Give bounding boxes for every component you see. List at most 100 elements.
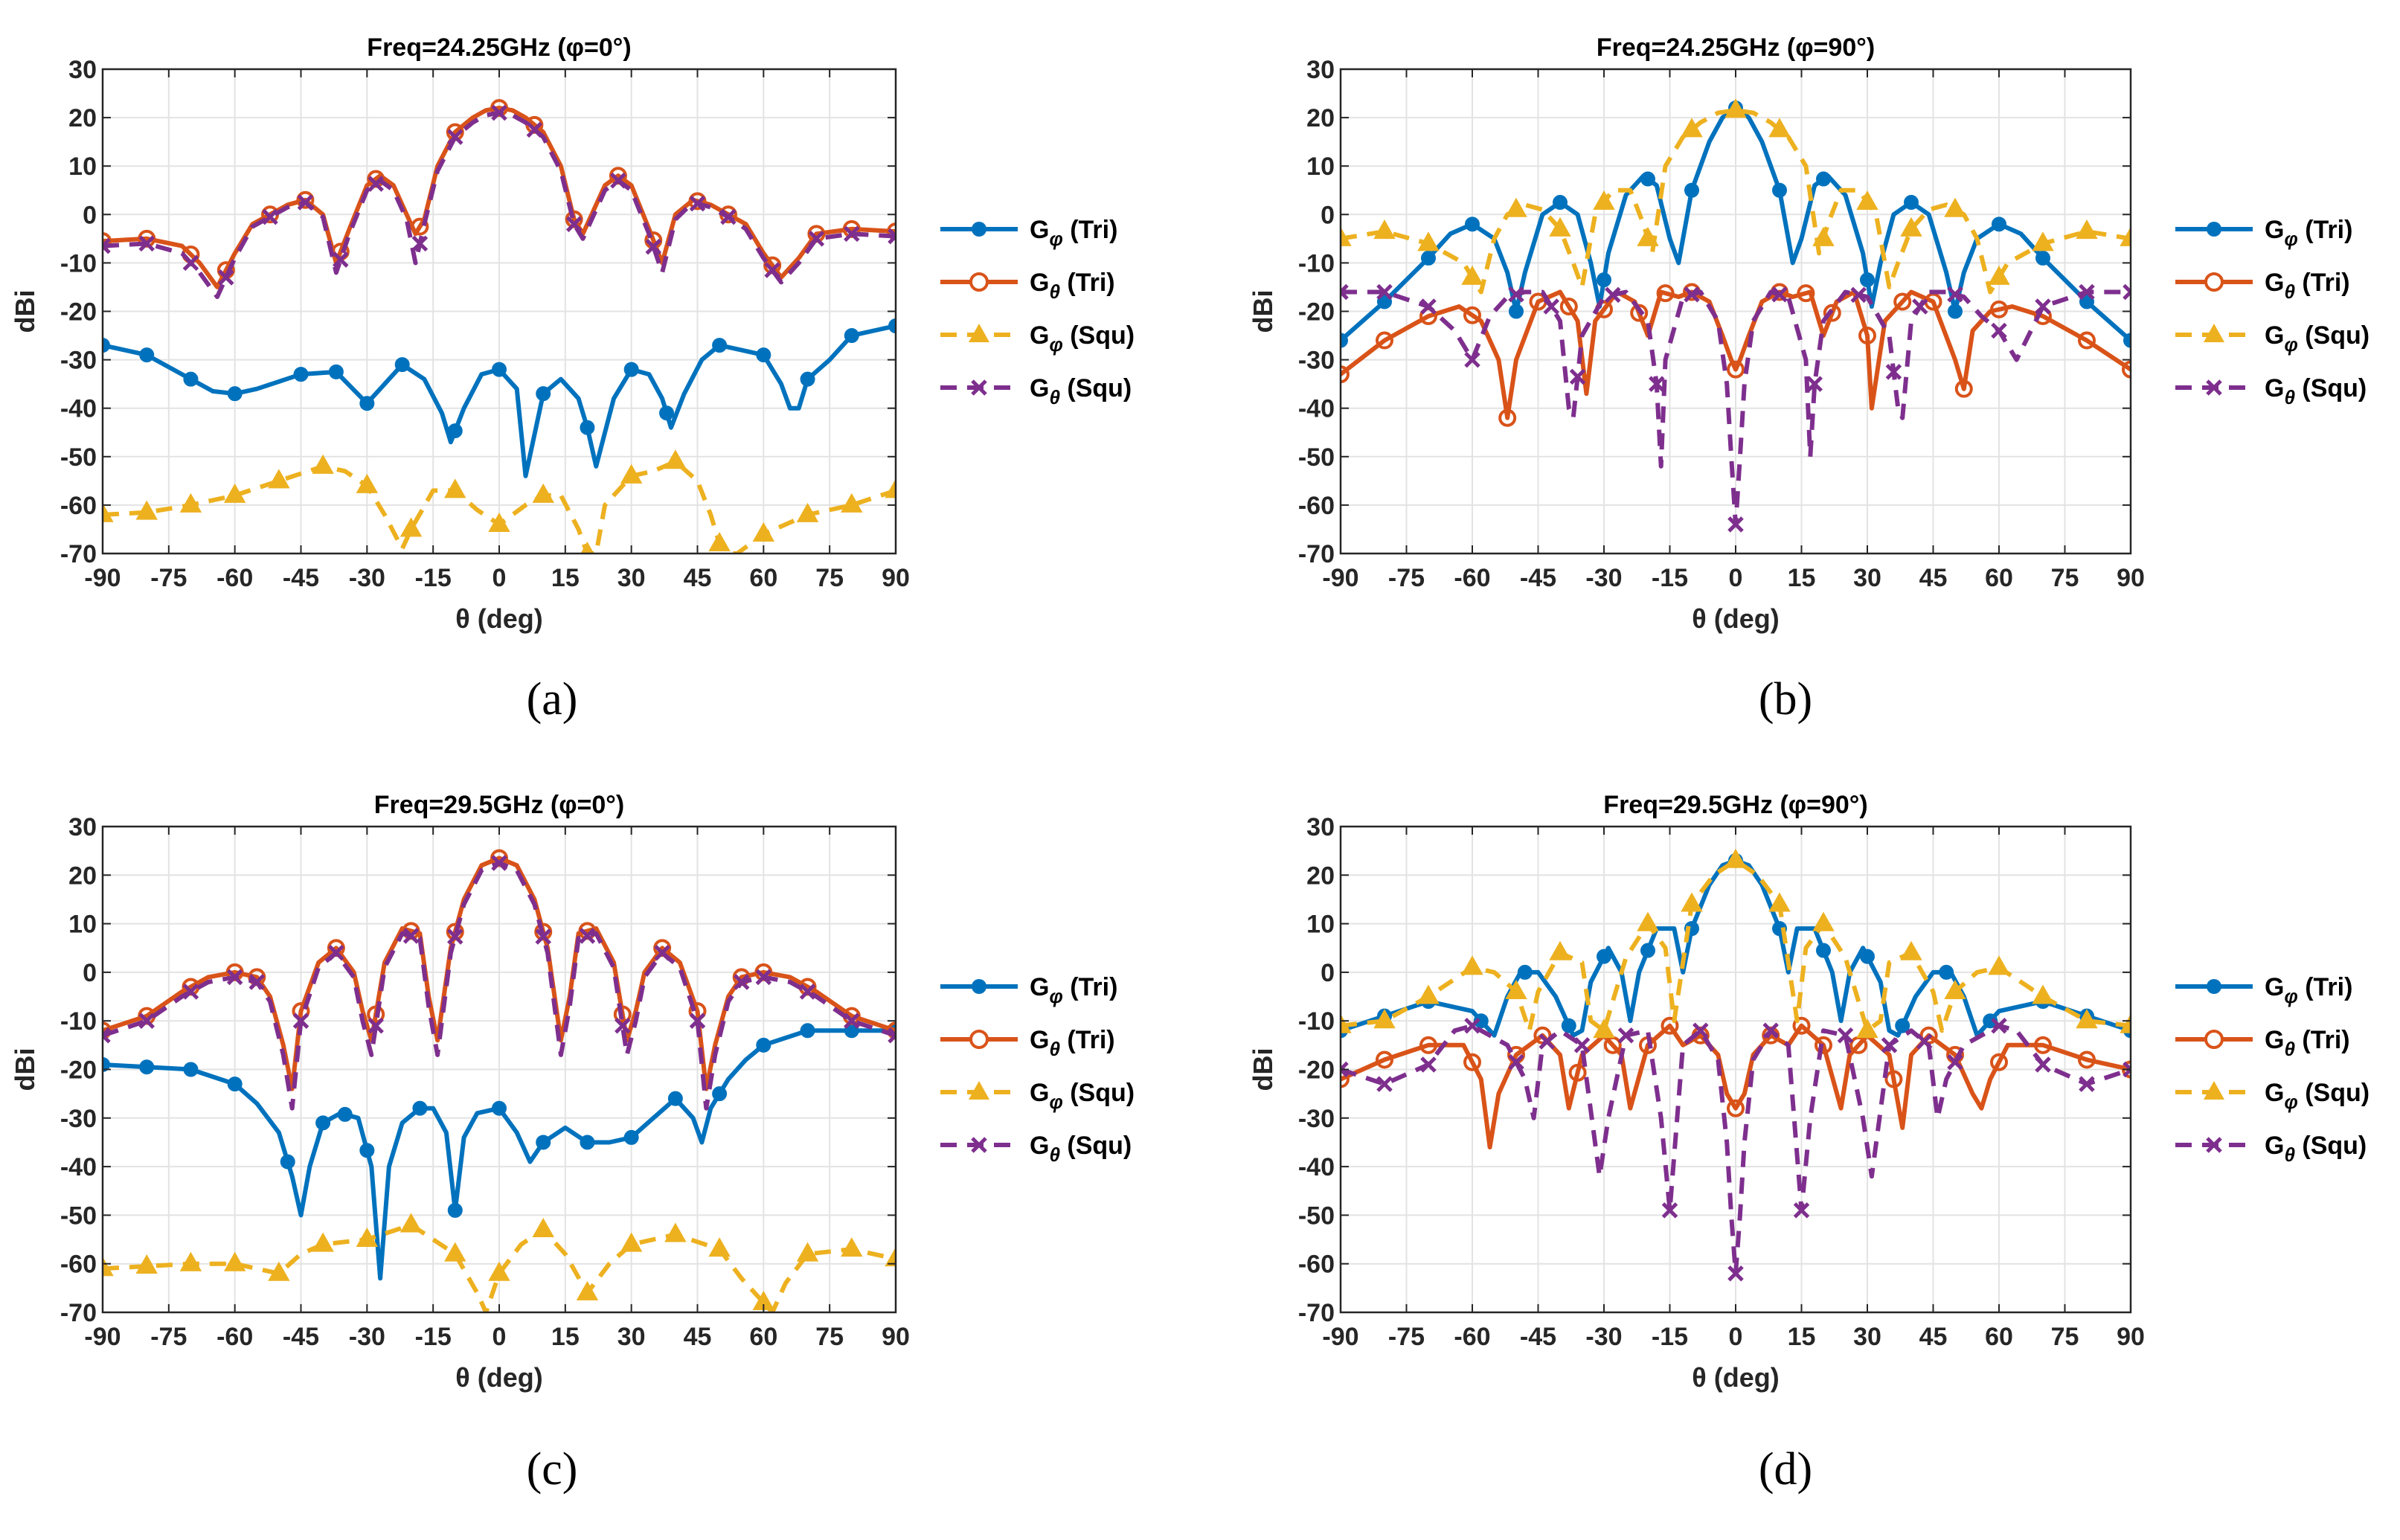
legend-label-sub: θ bbox=[1049, 1143, 1060, 1166]
legend-label-suffix: (Squ) bbox=[2298, 1079, 2369, 1107]
legend-marker bbox=[2204, 324, 2224, 342]
series-marker-0 bbox=[103, 338, 110, 353]
x-tick-label: 45 bbox=[1919, 564, 1948, 592]
series-marker-0 bbox=[1983, 1013, 1998, 1029]
legend-marker bbox=[2206, 1137, 2222, 1153]
series-marker-2 bbox=[620, 1232, 643, 1252]
series-line-2 bbox=[103, 1222, 896, 1312]
legend-marker bbox=[2207, 222, 2221, 237]
legend-label-main: G bbox=[2265, 1079, 2284, 1107]
y-tick-label: -60 bbox=[60, 1251, 97, 1279]
series-marker-3 bbox=[1543, 298, 1559, 315]
series-marker-2 bbox=[1681, 892, 1703, 912]
y-tick-label: 0 bbox=[1321, 959, 1335, 987]
legend-label-main: G bbox=[1030, 321, 1049, 350]
series-marker-0 bbox=[623, 1129, 639, 1145]
series-marker-3 bbox=[411, 235, 429, 252]
series-marker-2 bbox=[708, 1237, 731, 1257]
series-marker-3 bbox=[645, 238, 662, 255]
series-marker-0 bbox=[359, 1143, 375, 1158]
legend-item: Gθ (Tri) bbox=[940, 1026, 1115, 1060]
series-marker-0 bbox=[280, 1154, 295, 1170]
series-marker-2 bbox=[356, 1228, 379, 1248]
legend-label-main: G bbox=[2265, 216, 2284, 244]
series-marker-3 bbox=[292, 1013, 309, 1029]
series-marker-3 bbox=[2123, 283, 2131, 301]
series-marker-3 bbox=[1684, 286, 1700, 303]
legend-item: Gφ (Squ) bbox=[2175, 1079, 2369, 1113]
series-marker-3 bbox=[1727, 1265, 1744, 1282]
x-tick-label: 0 bbox=[1729, 564, 1743, 592]
series-marker-0 bbox=[183, 1062, 199, 1077]
legend-label-sub: θ bbox=[1049, 386, 1060, 408]
x-tick-label: 90 bbox=[882, 1323, 910, 1351]
series-marker-2 bbox=[400, 517, 423, 537]
legend-label-sub: φ bbox=[2284, 1091, 2297, 1113]
series-marker-2 bbox=[356, 473, 379, 493]
legend-marker bbox=[972, 222, 986, 237]
y-tick-label: -60 bbox=[1298, 492, 1335, 520]
series-marker-0 bbox=[667, 1091, 683, 1106]
series-marker-0 bbox=[1465, 216, 1480, 232]
series-marker-1 bbox=[2122, 360, 2131, 379]
legend-marker bbox=[2206, 379, 2222, 396]
series-marker-3 bbox=[1885, 364, 1902, 380]
y-tick-label: -70 bbox=[1298, 1299, 1335, 1327]
series-marker-2 bbox=[488, 512, 510, 532]
legend-label-main: G bbox=[1030, 1132, 1049, 1160]
legend-marker bbox=[969, 324, 989, 342]
series-marker-2 bbox=[1988, 955, 2010, 975]
series-marker-1 bbox=[1954, 379, 1973, 398]
series-marker-1 bbox=[1727, 1099, 1745, 1117]
y-tick-label: 30 bbox=[68, 56, 97, 84]
series-marker-3 bbox=[103, 1027, 111, 1044]
series-marker-3 bbox=[844, 225, 860, 243]
series-marker-3 bbox=[1850, 286, 1867, 304]
series-marker-0 bbox=[337, 1106, 353, 1122]
series-marker-3 bbox=[1464, 1017, 1480, 1034]
series-marker-3 bbox=[2035, 298, 2051, 315]
series-marker-2 bbox=[1900, 216, 1922, 237]
series-marker-0 bbox=[659, 405, 675, 421]
series-marker-2 bbox=[223, 483, 246, 503]
legend-label-main: G bbox=[2265, 269, 2284, 297]
series-marker-2 bbox=[664, 449, 687, 469]
y-tick-label: -70 bbox=[60, 540, 97, 568]
x-tick-label: -60 bbox=[1454, 1323, 1490, 1351]
panel-caption: (b) bbox=[1759, 674, 1812, 725]
series-marker-3 bbox=[733, 974, 750, 990]
series-marker-0 bbox=[1816, 171, 1831, 187]
legend-marker bbox=[2204, 1030, 2224, 1049]
x-tick-label: 15 bbox=[551, 1323, 580, 1351]
series-marker-1 bbox=[613, 1005, 632, 1024]
series-marker-0 bbox=[712, 338, 728, 353]
series-marker-3 bbox=[1762, 1022, 1779, 1039]
data-area bbox=[103, 849, 896, 1312]
panel-d: -90 -75 -60 -45 -30 -15 0 15 30 45 60 75 90 -70 -60 -50… bbox=[1248, 791, 2369, 1495]
legend-marker bbox=[971, 379, 987, 396]
y-tick-label: -20 bbox=[60, 298, 97, 327]
series-marker-2 bbox=[1812, 911, 1835, 931]
x-tick-label: 75 bbox=[2051, 564, 2079, 592]
x-tick-label: -15 bbox=[415, 1323, 452, 1351]
series-marker-0 bbox=[800, 1023, 815, 1039]
x-tick-label: 45 bbox=[1919, 1323, 1948, 1351]
series-marker-2 bbox=[1637, 911, 1659, 931]
x-tick-label: -75 bbox=[150, 564, 187, 592]
series-marker-3 bbox=[1538, 1033, 1556, 1050]
y-tick-label: -50 bbox=[60, 1201, 97, 1230]
series-marker-0 bbox=[1992, 216, 2006, 232]
series-marker-1 bbox=[296, 190, 315, 209]
x-tick-label: 75 bbox=[815, 1323, 844, 1351]
series-marker-2 bbox=[2032, 984, 2054, 1004]
series-marker-3 bbox=[535, 928, 551, 945]
series-marker-0 bbox=[359, 396, 375, 411]
legend-label-sub: θ bbox=[2284, 1038, 2295, 1060]
legend-label: Gθ (Tri) bbox=[1030, 1026, 1115, 1060]
y-tick-label: 10 bbox=[1306, 153, 1335, 181]
legend-label-suffix: (Tri) bbox=[1063, 973, 1118, 1001]
series-marker-0 bbox=[888, 318, 896, 334]
series-marker-0 bbox=[293, 367, 309, 382]
x-tick-label: 75 bbox=[815, 564, 844, 592]
series-marker-3 bbox=[1806, 376, 1823, 392]
